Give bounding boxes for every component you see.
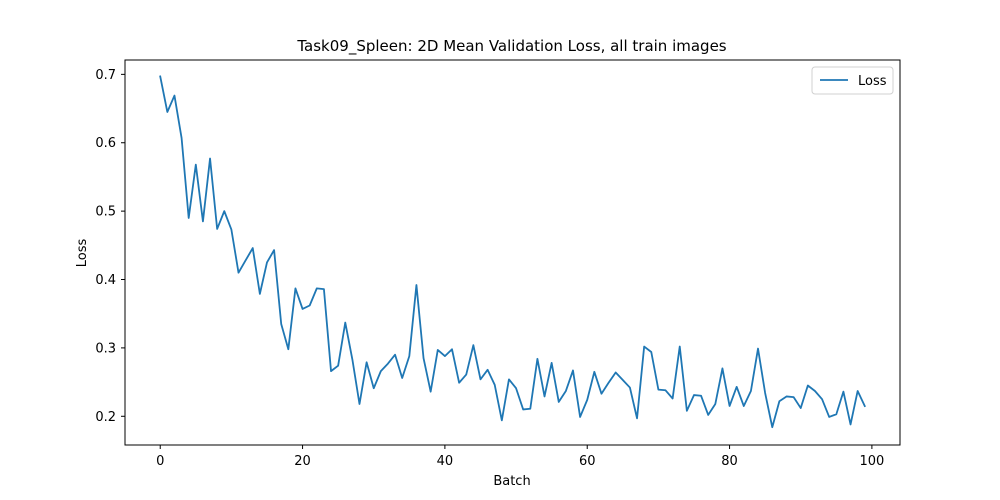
plot-frame: [124, 59, 901, 446]
y-axis-label: Loss: [75, 239, 90, 268]
y-tick-label: 0.5: [95, 205, 116, 220]
x-axis-label: Batch: [493, 474, 530, 489]
chart-title: Task09_Spleen: 2D Mean Validation Loss, …: [296, 37, 726, 56]
x-tick-label: 60: [579, 454, 596, 469]
x-tick-label: 40: [437, 454, 454, 469]
plot-area: [159, 75, 866, 429]
series-line-loss: [159, 75, 866, 429]
legend: Loss: [811, 66, 894, 95]
y-tick-label: 0.6: [95, 136, 116, 151]
y-tick-label: 0.2: [95, 410, 116, 425]
y-tick-label: 0.7: [95, 68, 116, 83]
legend-box: [811, 66, 894, 95]
y-tick-label: 0.3: [95, 341, 116, 356]
x-tick-label: 100: [859, 454, 884, 469]
x-tick-label: 20: [294, 454, 311, 469]
legend-label-loss: Loss: [858, 74, 887, 89]
x-tick-label: 80: [721, 454, 738, 469]
x-axis-ticks: 0 20 40 60 80 100: [156, 445, 884, 469]
x-tick-label: 0: [156, 454, 164, 469]
y-axis-ticks: 0.2 0.3 0.4 0.5 0.6 0.7: [95, 68, 125, 425]
y-tick-label: 0.4: [95, 273, 116, 288]
